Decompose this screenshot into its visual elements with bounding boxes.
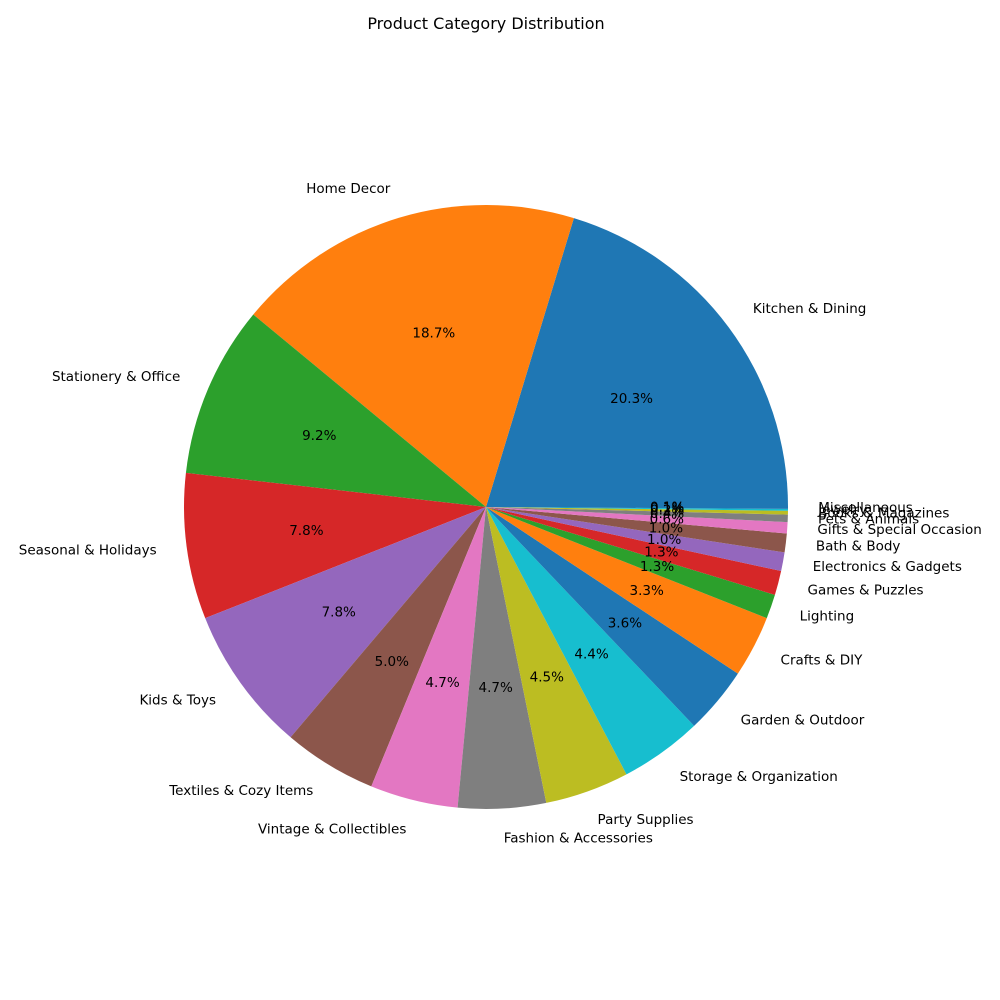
pie-slice-kids-and-toys <box>205 507 486 738</box>
pie-slice-textiles-and-cozy-items <box>290 507 486 787</box>
category-label-kids-and-toys: Kids & Toys <box>139 693 216 709</box>
pie-slice-miscellaneous <box>486 507 788 509</box>
pie-slice-lighting <box>486 507 775 619</box>
percent-label-gifts-and-special-occasion: 0.6% <box>650 512 684 528</box>
percent-label-textiles-and-cozy-items: 5.0% <box>375 654 409 670</box>
category-label-crafts-and-diy: Crafts & DIY <box>781 653 864 669</box>
pie-slice-crafts-and-diy <box>486 507 767 674</box>
category-label-jewelry: Jewelry <box>817 502 867 518</box>
percent-label-fashion-and-accessories: 4.7% <box>479 680 513 696</box>
category-label-storage-and-organization: Storage & Organization <box>680 769 838 785</box>
percent-label-games-and-puzzles: 1.3% <box>644 545 678 561</box>
pie-slice-pets-and-animals <box>486 507 788 523</box>
percent-label-seasonal-and-holidays: 7.8% <box>289 523 323 539</box>
category-label-books-and-magazines: Books & Magazines <box>818 505 949 521</box>
pie-slice-party-supplies <box>486 507 627 803</box>
percent-label-storage-and-organization: 4.4% <box>574 646 608 662</box>
percent-label-kids-and-toys: 7.8% <box>322 605 356 621</box>
pie-slice-storage-and-organization <box>486 507 695 775</box>
percent-label-kitchen-and-dining: 20.3% <box>610 391 653 407</box>
category-label-pets-and-animals: Pets & Animals <box>818 512 919 528</box>
pie-slice-vintage-and-collectibles <box>371 507 486 808</box>
pie-slice-seasonal-and-holidays <box>184 472 486 619</box>
category-label-games-and-puzzles: Games & Puzzles <box>808 583 924 599</box>
percent-label-garden-and-outdoor: 3.6% <box>608 615 642 631</box>
category-label-vintage-and-collectibles: Vintage & Collectibles <box>258 822 406 838</box>
percent-label-crafts-and-diy: 3.3% <box>630 583 664 599</box>
pie-slice-stationery-and-office <box>185 314 486 507</box>
pie-slice-games-and-puzzles <box>486 507 782 595</box>
percent-label-jewelry: 0.1% <box>650 501 684 517</box>
pie-percent-labels: 20.3% 18.7% 9.2% 7.8% 7.8% 5.0% 4.7% 4.7% 4.5% 4.… <box>289 325 684 695</box>
pie-slice-kitchen-and-dining <box>486 218 788 507</box>
pie-slice-fashion-and-accessories <box>457 507 547 810</box>
category-label-electronics-and-gadgets: Electronics & Gadgets <box>813 559 962 575</box>
pie-slice-books-and-magazines <box>486 507 788 515</box>
percent-label-stationery-and-office: 9.2% <box>302 428 336 444</box>
pie-slice-garden-and-outdoor <box>486 507 738 726</box>
percent-label-lighting: 1.3% <box>640 559 674 575</box>
category-label-fashion-and-accessories: Fashion & Accessories <box>504 831 653 847</box>
pie-slice-gifts-and-special-occasion <box>486 507 788 534</box>
category-label-gifts-and-special-occasion: Gifts & Special Occasion <box>817 522 981 538</box>
percent-label-home-decor: 18.7% <box>412 325 455 341</box>
percent-label-pets-and-animals: 0.4% <box>650 506 684 522</box>
percent-label-bath-and-body: 1.0% <box>649 521 683 537</box>
category-label-miscellaneous: Miscellaneous <box>818 500 913 516</box>
pie-slice-electronics-and-gadgets <box>486 507 785 572</box>
pie-slices <box>184 205 788 810</box>
pie-category-labels: Kitchen & Dining Home Decor Stationery & O… <box>19 181 982 847</box>
category-label-lighting: Lighting <box>800 609 855 625</box>
percent-label-party-supplies: 4.5% <box>530 670 564 686</box>
category-label-stationery-and-office: Stationery & Office <box>52 369 180 385</box>
category-label-garden-and-outdoor: Garden & Outdoor <box>741 712 865 728</box>
percent-label-miscellaneous: 0.1% <box>650 500 684 516</box>
category-label-seasonal-and-holidays: Seasonal & Holidays <box>19 543 157 559</box>
percent-label-electronics-and-gadgets: 1.0% <box>647 532 681 548</box>
pie-slice-bath-and-body <box>486 507 787 553</box>
pie-slice-home-decor <box>253 205 574 507</box>
category-label-party-supplies: Party Supplies <box>598 812 694 828</box>
category-label-textiles-and-cozy-items: Textiles & Cozy Items <box>168 783 313 799</box>
percent-label-vintage-and-collectibles: 4.7% <box>425 675 459 691</box>
percent-label-books-and-magazines: 0.2% <box>650 502 684 518</box>
category-label-bath-and-body: Bath & Body <box>816 539 901 555</box>
chart-title: Product Category Distribution <box>367 14 604 33</box>
category-label-home-decor: Home Decor <box>306 181 391 197</box>
category-label-kitchen-and-dining: Kitchen & Dining <box>753 301 866 317</box>
pie-slice-jewelry <box>486 507 788 511</box>
